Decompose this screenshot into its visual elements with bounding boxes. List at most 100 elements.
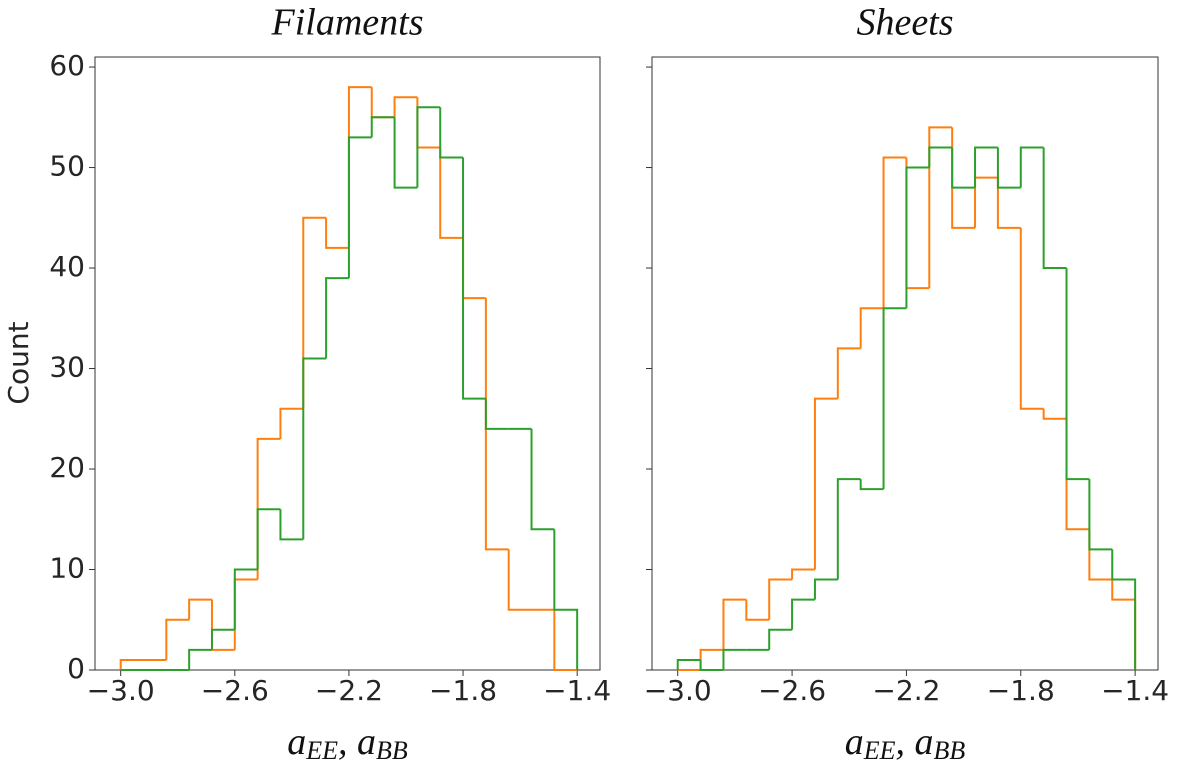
histogram-step (119, 658, 144, 670)
histogram-step (1088, 529, 1113, 581)
histogram-step (745, 599, 770, 621)
histogram-step (484, 398, 509, 430)
histogram-step (370, 87, 395, 119)
histogram-step (165, 618, 190, 660)
histogram-step (1019, 227, 1044, 410)
histogram-step (1111, 549, 1137, 670)
histogram-step (530, 428, 555, 531)
histogram-step (347, 136, 372, 279)
histogram-step (859, 307, 884, 349)
histogram-step (951, 127, 976, 229)
y-axis-label: Count (2, 321, 35, 404)
x-axis-label: aEE, aBB (287, 721, 408, 765)
histogram-step (279, 509, 304, 541)
histogram-step (905, 166, 930, 309)
histogram-step (439, 147, 464, 239)
histogram-step (882, 156, 907, 309)
label-text: a (845, 721, 864, 763)
histogram-step (836, 347, 861, 399)
histogram-step (676, 658, 701, 670)
histogram-step (553, 609, 578, 671)
histogram-step (507, 549, 532, 611)
chart-title: Sheets (856, 2, 953, 44)
y-tick-label: 60 (49, 49, 85, 82)
histogram-step (325, 217, 349, 249)
histogram-step (325, 277, 349, 359)
histogram-step (484, 298, 509, 551)
panel: Sheets aEE, aBB −3.0 −2.6 −2.2 −1.8 −1.4 (644, 2, 1169, 765)
histogram-step (210, 599, 235, 651)
histogram-step (188, 648, 212, 670)
histogram-step (1065, 268, 1090, 481)
label-text: , a (338, 721, 376, 763)
histogram-step (699, 659, 724, 671)
x-tick-label: −1.8 (987, 674, 1055, 707)
histogram-step (302, 357, 327, 540)
x-tick-label: −1.4 (1101, 674, 1169, 707)
plot-frame (651, 56, 1159, 671)
x-tick-label: −2.2 (315, 674, 383, 707)
x-tick-label: −1.4 (543, 674, 611, 707)
histogram-step (188, 598, 212, 620)
x-tick-label: −1.8 (429, 674, 497, 707)
histogram-step (256, 508, 281, 570)
y-tick-label: 40 (49, 250, 85, 283)
histogram-step (1088, 479, 1113, 551)
histogram-step (553, 529, 579, 670)
histogram-step (462, 237, 486, 300)
histogram-step (813, 578, 838, 600)
histogram-step (859, 479, 884, 491)
histogram-step (928, 146, 953, 168)
histogram-step (210, 628, 235, 650)
label-text: a (287, 721, 306, 763)
x-tick-label: −2.2 (872, 674, 940, 707)
y-tick-label: 50 (49, 150, 85, 183)
histogram-step (928, 126, 953, 289)
histogram-step (393, 96, 418, 118)
label-subscript: BB (934, 736, 966, 765)
histogram-step (722, 598, 747, 650)
histogram-step (233, 578, 258, 650)
histogram-step (1042, 147, 1067, 270)
x-tick-label: −3.0 (644, 674, 712, 707)
histogram-step (813, 397, 838, 570)
histogram-step (974, 176, 998, 228)
histogram-step (1042, 408, 1067, 420)
histogram-step (347, 86, 372, 248)
panel: Filaments aEE, aBB Count 0 10 20 30 40 50 60 −3.0 −… (2, 2, 611, 765)
histogram-step (279, 407, 304, 439)
histogram-step (1019, 146, 1044, 188)
y-tick-label: 20 (49, 451, 85, 484)
histogram-step (791, 598, 815, 630)
histogram-step (1065, 418, 1090, 531)
histogram-step (722, 648, 747, 670)
y-tick-label: 10 (49, 552, 85, 585)
label-subscript: EE (863, 736, 896, 765)
histogram-step (768, 628, 793, 650)
histogram-step (996, 147, 1021, 189)
y-tick-label: 0 (67, 652, 85, 685)
label-subscript: EE (305, 736, 338, 765)
histogram-step (768, 578, 793, 620)
histogram-step (462, 157, 486, 400)
y-tick-label: 30 (49, 351, 85, 384)
histogram-step (974, 146, 998, 188)
x-tick-label: −2.6 (201, 674, 269, 707)
x-tick-label: −2.6 (758, 674, 826, 707)
label-text: , a (896, 721, 934, 763)
histogram-step (699, 648, 724, 670)
histogram-step (370, 116, 395, 138)
histogram-step (951, 147, 976, 189)
histogram-step (416, 106, 441, 188)
x-tick-label: −3.0 (87, 674, 155, 707)
histogram-step (882, 307, 907, 490)
x-axis-label: aEE, aBB (845, 721, 966, 765)
histogram-step (905, 157, 930, 290)
histogram-step (393, 117, 418, 189)
histogram-step (791, 568, 815, 580)
plot-frame (94, 56, 601, 671)
chart-title: Filaments (271, 2, 424, 44)
histogram-step (1111, 579, 1137, 670)
histogram-step (302, 216, 327, 409)
